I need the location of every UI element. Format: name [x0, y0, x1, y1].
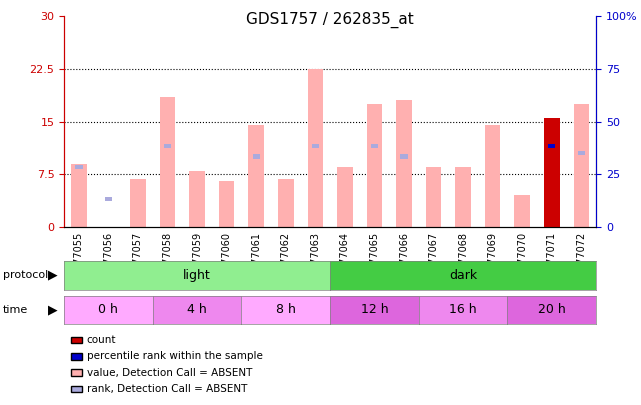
- Text: 12 h: 12 h: [361, 303, 388, 316]
- Text: protocol: protocol: [3, 271, 49, 280]
- Bar: [396, 100, 412, 227]
- Bar: [104, 196, 112, 201]
- Bar: [574, 104, 589, 227]
- Bar: [370, 144, 378, 148]
- Bar: [308, 69, 323, 227]
- Bar: [544, 118, 560, 227]
- Bar: [312, 144, 319, 148]
- Text: value, Detection Call = ABSENT: value, Detection Call = ABSENT: [87, 368, 252, 377]
- Bar: [249, 125, 264, 227]
- Text: 0 h: 0 h: [99, 303, 119, 316]
- Text: 16 h: 16 h: [449, 303, 477, 316]
- Bar: [71, 164, 87, 227]
- Text: GDS1757 / 262835_at: GDS1757 / 262835_at: [246, 12, 414, 28]
- Bar: [164, 144, 171, 148]
- Bar: [578, 151, 585, 155]
- Text: light: light: [183, 269, 211, 282]
- Bar: [130, 179, 146, 227]
- Text: count: count: [87, 335, 116, 345]
- Bar: [548, 147, 556, 152]
- Bar: [548, 144, 556, 148]
- Bar: [515, 195, 530, 227]
- Bar: [160, 97, 175, 227]
- Text: dark: dark: [449, 269, 477, 282]
- Bar: [253, 154, 260, 159]
- Bar: [455, 167, 471, 227]
- Bar: [485, 125, 501, 227]
- Bar: [544, 118, 560, 227]
- Text: rank, Detection Call = ABSENT: rank, Detection Call = ABSENT: [87, 384, 247, 394]
- Text: percentile rank within the sample: percentile rank within the sample: [87, 352, 262, 361]
- Bar: [337, 167, 353, 227]
- Text: ▶: ▶: [47, 269, 58, 282]
- Text: time: time: [3, 305, 28, 315]
- Bar: [401, 154, 408, 159]
- Bar: [189, 171, 205, 227]
- Text: ▶: ▶: [47, 303, 58, 316]
- Bar: [219, 181, 235, 227]
- Text: 4 h: 4 h: [187, 303, 207, 316]
- Bar: [426, 167, 441, 227]
- Text: 20 h: 20 h: [538, 303, 565, 316]
- Bar: [367, 104, 382, 227]
- Bar: [75, 165, 83, 169]
- Bar: [278, 179, 294, 227]
- Text: 8 h: 8 h: [276, 303, 296, 316]
